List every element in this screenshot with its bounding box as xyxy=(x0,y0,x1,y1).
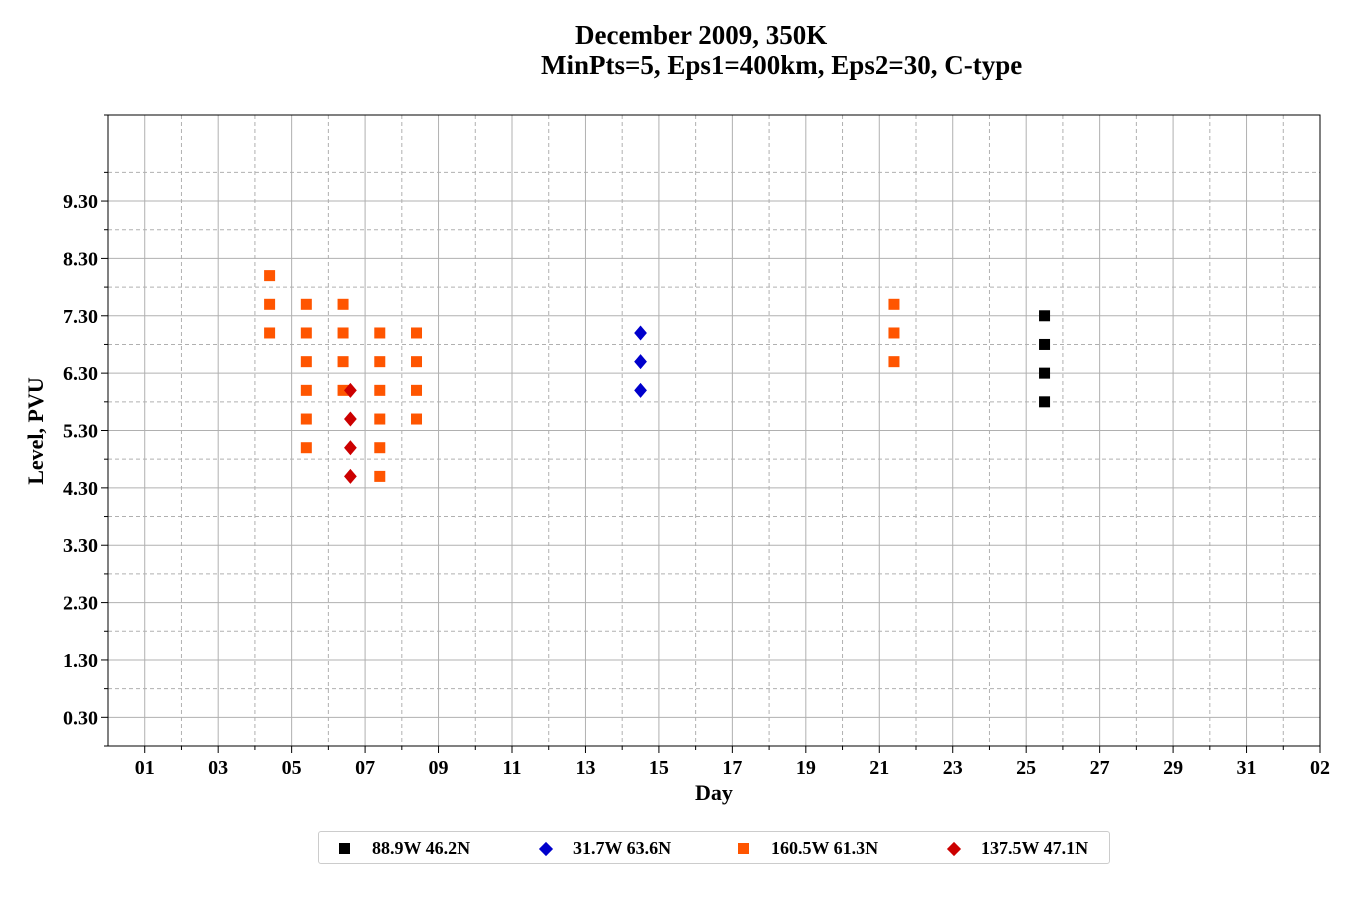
x-tick-label: 19 xyxy=(796,757,816,779)
axes: 01 03 05 07 09 11 13 15 17 19 21 23 25 27 29 31 02 0.30 1.… xyxy=(63,114,1330,779)
legend-item: 137.5W 47.1N xyxy=(946,832,1089,865)
diamond-marker xyxy=(344,468,357,484)
chart-title: December 2009, 350K xyxy=(575,20,828,50)
square-marker xyxy=(300,442,312,454)
y-axis-label: Level, PVU xyxy=(23,377,48,485)
square-marker xyxy=(411,384,423,396)
diamond-marker xyxy=(634,325,647,341)
square-marker xyxy=(374,327,386,339)
square-marker xyxy=(337,327,349,339)
x-tick-label: 02 xyxy=(1310,757,1330,779)
y-tick-label: 4.30 xyxy=(63,478,98,500)
legend-label: 31.7W 63.6N xyxy=(573,838,672,858)
y-tick-label: 7.30 xyxy=(63,306,98,328)
x-tick-label: 27 xyxy=(1090,757,1110,779)
square-marker-icon xyxy=(339,843,350,854)
x-tick-label: 11 xyxy=(503,757,522,779)
square-marker xyxy=(264,298,276,310)
diamond-marker xyxy=(634,354,647,370)
legend-label: 160.5W 61.3N xyxy=(771,838,879,858)
diamond-marker xyxy=(344,382,357,398)
plot-frame xyxy=(107,114,1321,747)
square-marker xyxy=(337,356,349,368)
y-tick-label: 8.30 xyxy=(63,248,98,270)
square-marker xyxy=(411,413,423,425)
y-tick-label: 9.30 xyxy=(63,191,98,213)
square-marker xyxy=(300,356,312,368)
y-tick-label: 5.30 xyxy=(63,421,98,443)
square-marker xyxy=(1039,396,1051,408)
legend: 88.9W 46.2N 31.7W 63.6N 160.5W 61.3N 137… xyxy=(318,831,1110,864)
square-marker xyxy=(264,327,276,339)
square-marker xyxy=(300,384,312,396)
diamond-marker-icon xyxy=(946,841,962,856)
data-points xyxy=(264,270,1051,484)
diamond-marker xyxy=(344,411,357,427)
diamond-marker xyxy=(634,382,647,398)
square-marker xyxy=(888,356,900,368)
square-marker xyxy=(374,413,386,425)
diamond-marker xyxy=(344,440,357,456)
square-marker xyxy=(411,327,423,339)
x-tick-label: 25 xyxy=(1016,757,1036,779)
x-axis-label: Day xyxy=(695,780,733,805)
y-tick-label: 1.30 xyxy=(63,650,98,672)
square-marker xyxy=(300,298,312,310)
y-tick-label: 6.30 xyxy=(63,363,98,385)
square-marker xyxy=(1039,338,1051,350)
x-tick-label: 23 xyxy=(943,757,963,779)
square-marker xyxy=(1039,367,1051,379)
square-marker xyxy=(374,442,386,454)
x-tick-label: 17 xyxy=(722,757,742,779)
square-marker-icon xyxy=(738,843,749,854)
y-tick-label: 2.30 xyxy=(63,593,98,615)
x-tick-label: 01 xyxy=(135,757,155,779)
legend-item: 31.7W 63.6N xyxy=(538,832,672,865)
x-tick-label: 15 xyxy=(649,757,669,779)
x-tick-label: 29 xyxy=(1163,757,1183,779)
legend-item: 160.5W 61.3N xyxy=(738,832,878,865)
x-tick-label: 09 xyxy=(429,757,449,779)
x-tick-label: 05 xyxy=(282,757,302,779)
x-tick-label: 07 xyxy=(355,757,375,779)
square-marker xyxy=(337,384,349,396)
x-tick-label: 03 xyxy=(208,757,228,779)
square-marker xyxy=(337,298,349,310)
square-marker xyxy=(300,413,312,425)
legend-label: 137.5W 47.1N xyxy=(981,838,1089,858)
chart-subtitle: MinPts=5, Eps1=400km, Eps2=30, C-type xyxy=(541,50,1023,80)
diamond-marker-icon xyxy=(538,841,554,856)
y-tick-label: 0.30 xyxy=(63,707,98,729)
square-marker xyxy=(1039,310,1051,322)
x-tick-label: 31 xyxy=(1237,757,1257,779)
square-marker xyxy=(888,327,900,339)
x-tick-label: 21 xyxy=(869,757,889,779)
grid xyxy=(108,114,1321,747)
x-tick-label: 13 xyxy=(575,757,595,779)
square-marker xyxy=(374,356,386,368)
square-marker xyxy=(411,356,423,368)
square-marker xyxy=(374,470,386,482)
square-marker xyxy=(374,384,386,396)
y-tick-label: 3.30 xyxy=(63,535,98,557)
legend-item: 88.9W 46.2N xyxy=(339,832,470,865)
square-marker xyxy=(264,270,276,282)
square-marker xyxy=(888,298,900,310)
square-marker xyxy=(300,327,312,339)
legend-label: 88.9W 46.2N xyxy=(372,838,471,858)
